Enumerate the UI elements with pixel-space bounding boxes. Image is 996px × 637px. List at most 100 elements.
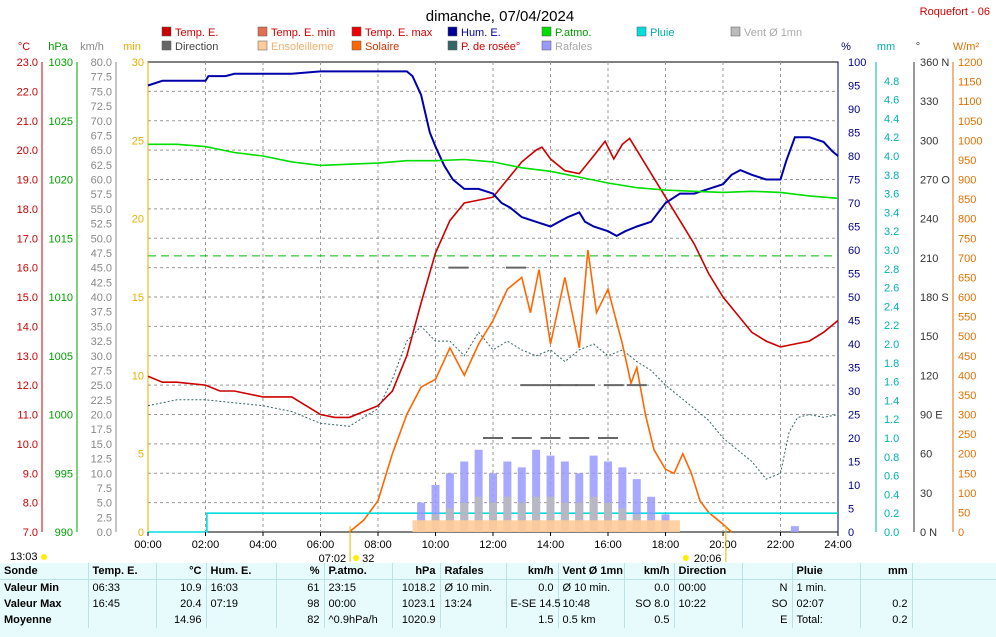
axis-tick-label: 4.2 [884, 132, 899, 144]
wind-bar [503, 496, 512, 532]
axis-tick-label: 60.0 [91, 175, 112, 187]
summary-cell: 98 [276, 596, 325, 612]
axis-tick-label: 10 [132, 370, 144, 382]
axis-tick-label: 1010 [49, 292, 73, 304]
summary-cell: 00:00 [324, 596, 393, 612]
summary-header: % [276, 563, 325, 580]
axis-tick-label: 2.5 [97, 512, 112, 524]
axis-tick-label: 40.0 [91, 292, 112, 304]
axis-tick-label: 2.2 [884, 320, 899, 332]
axis-tick-label: 15.0 [17, 292, 38, 304]
axis-tick-label: 100 [848, 57, 866, 69]
axis-tick-label: 95 [848, 81, 860, 93]
axis-tick-label: 180 S [920, 292, 949, 304]
axis-tick-label: 65.0 [91, 145, 112, 157]
x-axis: 00:00 02:00 04:00 06:00 08:00 10:00 12:00 14:00… [134, 532, 852, 551]
wind-bar [532, 449, 541, 532]
legend-item: Vent Ø 1mn [730, 26, 802, 39]
axis-tick-label: 90 [848, 104, 860, 116]
summary-cell: 0.0 [624, 579, 675, 596]
axis-tick-label: 0 [958, 527, 964, 539]
axis-tick-label: 10.0 [91, 468, 112, 480]
axis-tick-label: 1000 [958, 135, 982, 147]
axis-tick-label: 0.6 [884, 471, 899, 483]
summary-header: km/h [624, 563, 675, 580]
summary-table: Sonde Temp. E. °C Hum. E. % P.atmo. hPa … [0, 563, 996, 637]
wind-bar [445, 473, 454, 532]
axis-temp: °C 23.0 22.0 21.0 20.0 19.0 18.0 17.0 16.0 15.0 14… [17, 41, 43, 539]
legend-swatch [447, 40, 458, 51]
axis-tick-label: 10.0 [17, 439, 38, 451]
summary-cell: 0.2 [860, 596, 913, 612]
summary-cell: 00:00 [674, 579, 743, 596]
axis-tick-label: 5 [138, 449, 144, 461]
axis-tick-label: 23.0 [17, 57, 38, 69]
axis-tick-label: 60 [848, 245, 860, 257]
summary-cell: 1020.9 [392, 612, 441, 628]
axis-tick-label: 2.0 [884, 339, 899, 351]
series-solaire [348, 249, 733, 533]
axis-tick-label: 37.5 [91, 307, 112, 319]
summary-header: °C [156, 563, 207, 580]
legend-label: Direction [175, 41, 218, 53]
axis-tick-label: 35.0 [91, 321, 112, 333]
wind-bar [618, 467, 627, 532]
x-tick-label: 08:00 [364, 539, 392, 551]
axis-tick-label: 8.0 [23, 498, 38, 510]
axis-rain: mm 4.8 4.6 4.4 4.2 4.0 3.8 3.6 3.4 3.2 3.0 2.8 2.6 2.… [875, 41, 899, 539]
summary-cell [860, 579, 913, 596]
legend-swatch [351, 40, 362, 51]
axis-tick-label: 3.2 [884, 226, 899, 238]
summary-cell: 16:03 [206, 579, 277, 596]
axis-tick-label: 50 [848, 292, 860, 304]
axis-tick-label: 15.0 [91, 439, 112, 451]
axis-tick-label: 300 [958, 410, 976, 422]
legend-swatch [730, 26, 741, 37]
summary-cell: N [742, 579, 793, 596]
axis-tick-label: 20.0 [17, 145, 38, 157]
axis-tick-label: 4.8 [884, 76, 899, 88]
axis-tick-label: 850 [958, 194, 976, 206]
summary-row-label: Moyenne [0, 612, 89, 628]
axis-tick-label: 52.5 [91, 219, 112, 231]
axis-tick-label: 35 [848, 363, 860, 375]
axis-tick-label: 30 [848, 386, 860, 398]
legend-swatch [636, 26, 647, 37]
summary-cell [206, 612, 277, 628]
axis-tick-label: 67.5 [91, 130, 112, 142]
axis-tick-label: 15 [132, 292, 144, 304]
wind-bar [489, 502, 497, 532]
legend: Temp. E. Temp. E. min Temp. E. max Hum. E. P… [161, 26, 802, 53]
summary-cell [440, 612, 507, 628]
axis-tick-label: 45 [848, 316, 860, 328]
axis-tick-label: 350 [958, 390, 976, 402]
wind-bar [575, 502, 584, 532]
legend-item: Hum. E. [447, 26, 501, 39]
wind-bar [790, 526, 799, 532]
legend-swatch [257, 26, 268, 37]
summary-header: P.atmo. [324, 563, 393, 580]
legend-swatch [351, 26, 362, 37]
summary-cell: 06:33 [88, 579, 157, 596]
wind-bar [604, 461, 612, 532]
series-hum-e- [147, 70, 839, 238]
x-tick-label: 24:00 [824, 539, 852, 551]
axis-tick-label: 25 [848, 410, 860, 422]
axis-tick-label: 150 [958, 468, 976, 480]
axis-tick-label: 700 [958, 253, 976, 265]
axis-tick-label: 22.0 [17, 86, 38, 98]
axis-tick-label: 20 [848, 433, 860, 445]
axis-tick-label: 1030 [49, 57, 73, 69]
axis-tick-label: 60 [920, 449, 932, 461]
wind-bar [560, 502, 569, 532]
legend-item: Pluie [636, 26, 674, 39]
axis-tick-label: 0.2 [884, 508, 899, 520]
axis-tick-label: 90 E [920, 410, 943, 422]
summary-header: mm [860, 563, 913, 580]
axis-tick-label: 1015 [49, 233, 73, 245]
x-tick-label: 20:00 [709, 539, 737, 551]
axis-tick-label: 1025 [49, 116, 73, 128]
legend-item: P.atmo. [541, 26, 592, 39]
summary-header: Temp. E. [88, 563, 157, 580]
x-tick-label: 02:00 [192, 539, 220, 551]
